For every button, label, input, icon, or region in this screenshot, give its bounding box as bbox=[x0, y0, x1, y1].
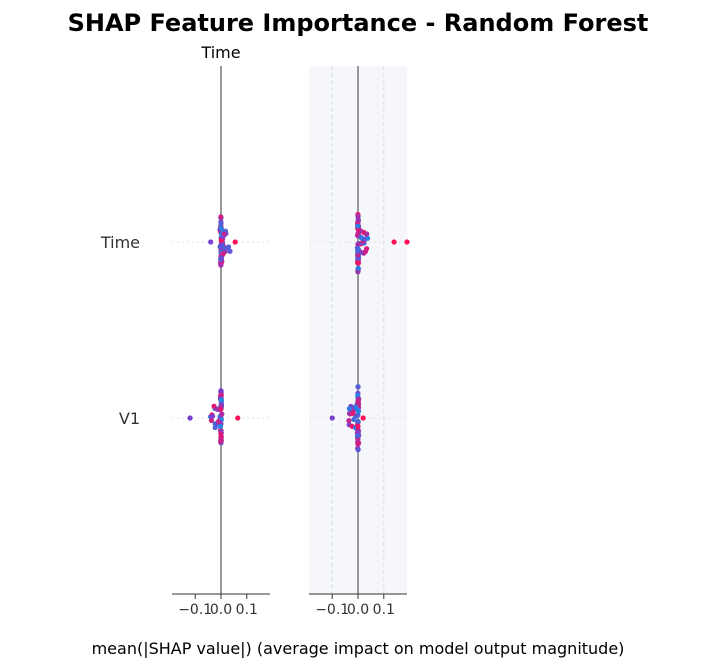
shap-point bbox=[355, 241, 361, 247]
x-tick-label: 0.0 bbox=[347, 602, 369, 618]
shap-point bbox=[355, 412, 361, 418]
shap-point bbox=[355, 260, 361, 266]
x-tick-label: 0.0 bbox=[210, 602, 232, 618]
shap-point bbox=[355, 433, 361, 439]
panel-1: −0.10.0 0.1 bbox=[309, 66, 410, 618]
shap-point bbox=[358, 235, 364, 241]
x-axis-label: mean(|SHAP value|) (average impact on mo… bbox=[92, 639, 625, 658]
shap-point bbox=[353, 404, 359, 410]
shap-point bbox=[225, 244, 232, 250]
shap-point bbox=[212, 424, 218, 431]
shap-point bbox=[218, 397, 224, 403]
shap-point bbox=[355, 223, 361, 229]
shap-point-outlier bbox=[329, 415, 335, 421]
shap-point bbox=[362, 248, 369, 255]
shap-point bbox=[218, 388, 224, 394]
x-tick-label: 0.1 bbox=[373, 602, 395, 618]
shap-point bbox=[355, 423, 361, 429]
shap-point bbox=[218, 392, 224, 398]
shap-point bbox=[209, 413, 216, 419]
shap-point bbox=[355, 398, 361, 404]
shap-point bbox=[218, 242, 224, 248]
shap-point-outlier bbox=[360, 415, 366, 421]
shap-point bbox=[219, 411, 225, 417]
x-tick-label: −0.1 bbox=[178, 602, 212, 618]
shap-point-outlier bbox=[391, 239, 397, 245]
shap-point bbox=[355, 231, 361, 237]
shap-point bbox=[346, 418, 352, 424]
shap-point bbox=[351, 416, 357, 423]
shap-point bbox=[364, 231, 370, 237]
shap-point bbox=[355, 419, 361, 425]
shap-point bbox=[355, 217, 361, 223]
shap-point bbox=[355, 248, 361, 254]
panel-title-time: Time bbox=[200, 43, 240, 62]
shap-point bbox=[355, 447, 361, 453]
x-tick-label: 0.1 bbox=[236, 602, 258, 618]
shap-point bbox=[211, 403, 217, 409]
shap-point bbox=[355, 384, 361, 390]
shap-point bbox=[208, 417, 215, 424]
shap-point bbox=[218, 225, 224, 231]
shap-point bbox=[218, 406, 224, 412]
shap-point bbox=[218, 402, 224, 408]
panel-0: −0.10.0 0.1 bbox=[172, 66, 270, 618]
shap-point bbox=[364, 235, 371, 241]
shap-point bbox=[355, 265, 361, 271]
shap-point bbox=[355, 212, 361, 219]
shap-point-outlier bbox=[404, 239, 410, 245]
x-tick-label: −0.1 bbox=[315, 602, 349, 618]
feature-label-time: Time bbox=[100, 233, 140, 252]
shap-point bbox=[218, 255, 224, 261]
chart-title: SHAP Feature Importance - Random Forest bbox=[68, 9, 649, 37]
shap-point bbox=[346, 406, 353, 412]
shap-point-outlier bbox=[208, 239, 214, 245]
shap-point bbox=[218, 238, 224, 244]
shap-point-outlier bbox=[187, 415, 193, 421]
shap-point bbox=[217, 423, 224, 430]
shap-point bbox=[221, 231, 227, 237]
shap-point bbox=[218, 220, 224, 227]
shap-point bbox=[355, 441, 361, 447]
shap-point bbox=[227, 248, 233, 254]
feature-label-v1: V1 bbox=[119, 409, 140, 428]
shap-point bbox=[215, 418, 221, 425]
shap-point bbox=[350, 410, 356, 416]
shap-point-outlier bbox=[235, 415, 241, 421]
shap-point bbox=[355, 252, 361, 258]
shap-point-outlier bbox=[232, 239, 238, 245]
shap-point bbox=[218, 214, 224, 220]
shap-point bbox=[218, 437, 224, 443]
